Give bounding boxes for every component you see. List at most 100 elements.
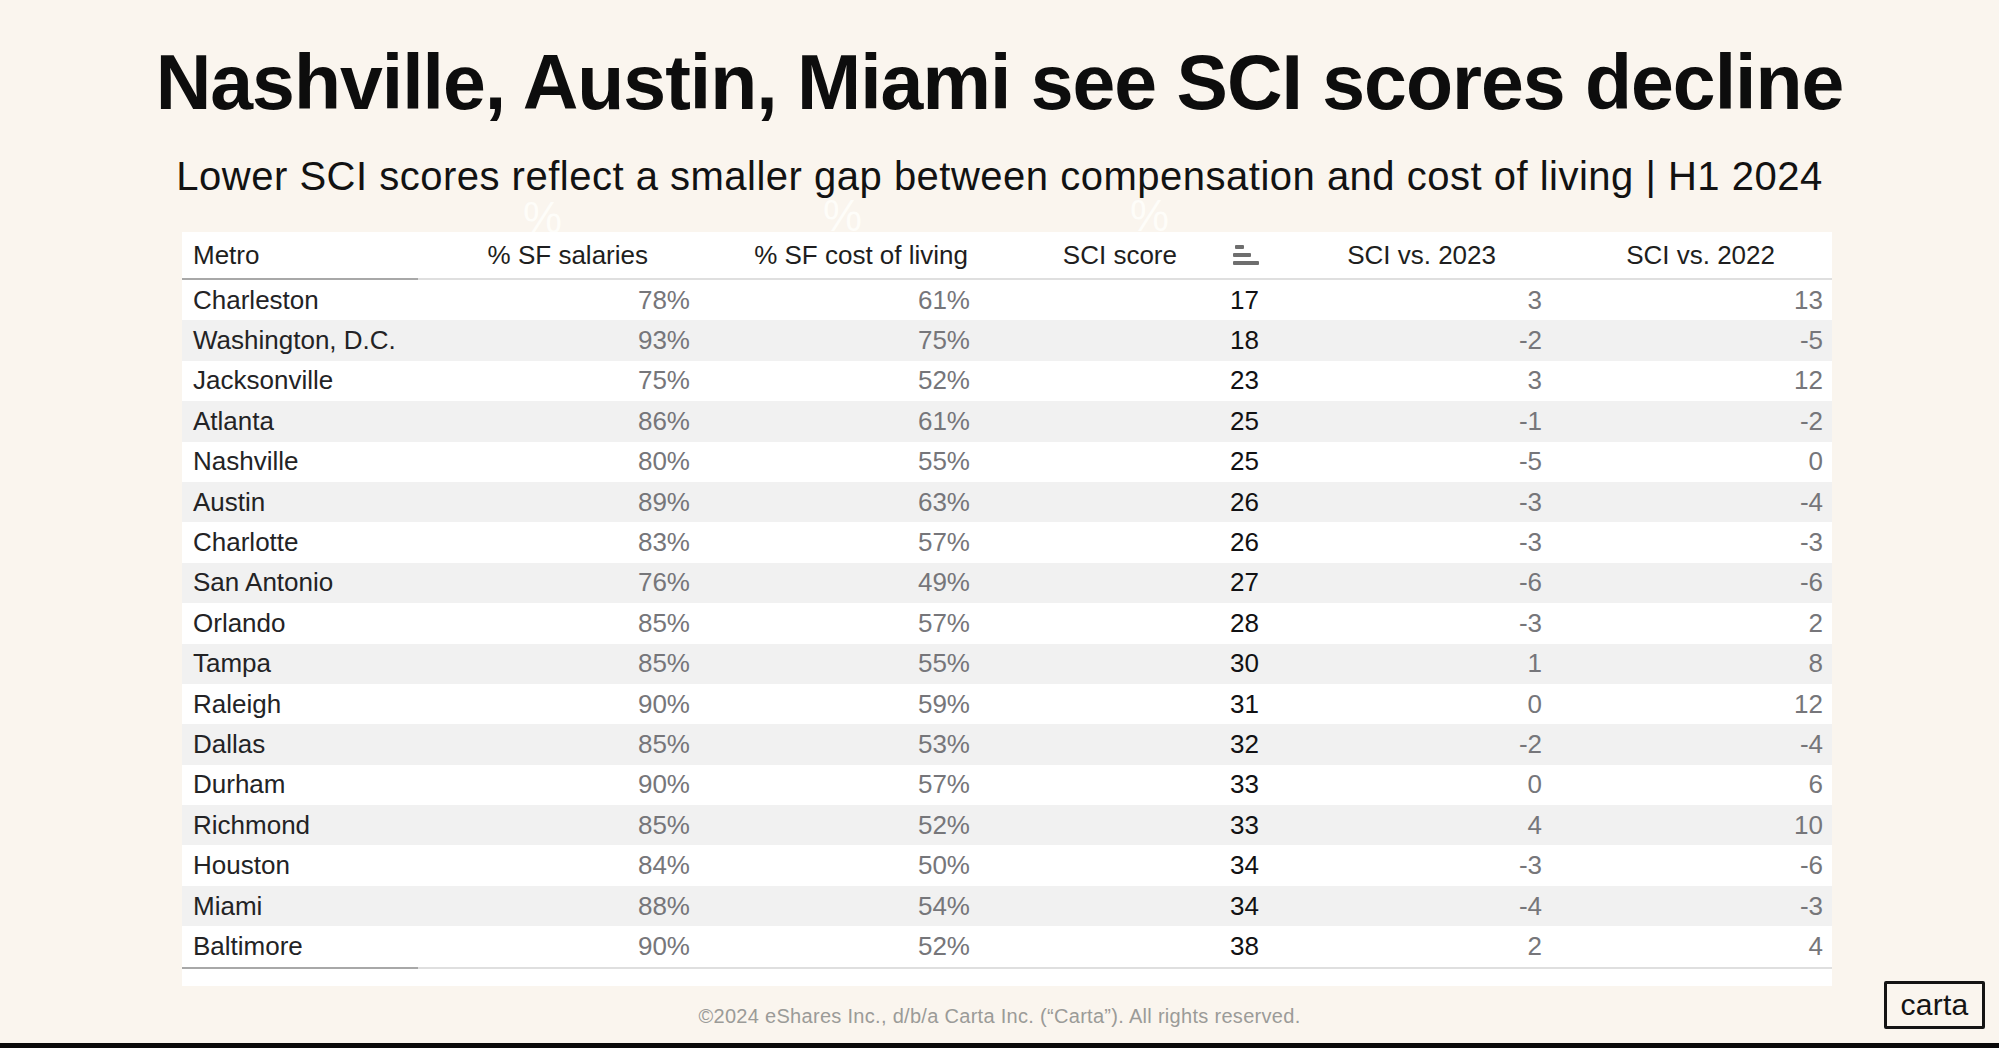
cell-sci-score: 18 <box>970 325 1259 356</box>
table-row: Atlanta86%61%25-1-2 <box>182 401 1832 441</box>
cell-sf-salaries: 90% <box>482 931 690 962</box>
cell-sf-salaries: 75% <box>482 365 690 396</box>
cell-sf-salaries: 85% <box>482 608 690 639</box>
cell-sci-vs-2022: -3 <box>1542 891 1823 922</box>
table-row: Charleston78%61%17313 <box>182 280 1832 320</box>
cell-sci-score: 34 <box>970 891 1259 922</box>
cell-sci-score: 26 <box>970 527 1259 558</box>
table-row: Baltimore90%52%3824 <box>182 926 1832 966</box>
cell-sci-vs-2023: -3 <box>1259 608 1542 639</box>
sci-table: Metro % SF salaries % SF cost of living … <box>182 232 1832 986</box>
cell-sf-cost-of-living: 63% <box>690 487 970 518</box>
cell-sci-vs-2022: 12 <box>1542 365 1823 396</box>
cell-metro: Nashville <box>182 446 482 477</box>
cell-sci-vs-2022: -3 <box>1542 527 1823 558</box>
cell-sf-cost-of-living: 49% <box>690 567 970 598</box>
cell-sci-vs-2023: 3 <box>1259 365 1542 396</box>
cell-sf-salaries: 83% <box>482 527 690 558</box>
footer-divider <box>182 967 1832 969</box>
cell-sci-vs-2023: -5 <box>1259 446 1542 477</box>
cell-sci-vs-2023: 2 <box>1259 931 1542 962</box>
cell-sf-cost-of-living: 55% <box>690 648 970 679</box>
cell-metro: Dallas <box>182 729 482 760</box>
cell-sci-vs-2022: 6 <box>1542 769 1823 800</box>
column-header-sf-cost-of-living[interactable]: % SF cost of living <box>690 240 970 271</box>
column-header-sci-score[interactable]: SCI score <box>970 240 1259 271</box>
page-subtitle: Lower SCI scores reflect a smaller gap b… <box>0 156 1999 196</box>
cell-sci-score: 25 <box>970 446 1259 477</box>
cell-sf-cost-of-living: 75% <box>690 325 970 356</box>
cell-sf-cost-of-living: 61% <box>690 406 970 437</box>
cell-sf-cost-of-living: 50% <box>690 850 970 881</box>
cell-metro: Washington, D.C. <box>182 325 482 356</box>
slide: Nashville, Austin, Miami see SCI scores … <box>0 0 1999 1048</box>
cell-sci-vs-2022: 10 <box>1542 810 1823 841</box>
cell-sf-cost-of-living: 61% <box>690 285 970 316</box>
carta-logo: carta <box>1884 981 1985 1029</box>
table-row: Durham90%57%3306 <box>182 765 1832 805</box>
cell-sf-salaries: 88% <box>482 891 690 922</box>
column-header-metro[interactable]: Metro <box>182 240 482 271</box>
table-row: San Antonio76%49%27-6-6 <box>182 563 1832 603</box>
frozen-column-indicator <box>182 278 418 280</box>
cell-sci-score: 25 <box>970 406 1259 437</box>
column-header-sci-vs-2023[interactable]: SCI vs. 2023 <box>1259 240 1542 271</box>
cell-sci-vs-2022: 8 <box>1542 648 1823 679</box>
table-header: Metro % SF salaries % SF cost of living … <box>182 232 1832 278</box>
cell-metro: Charlotte <box>182 527 482 558</box>
cell-sf-salaries: 85% <box>482 810 690 841</box>
cell-sci-vs-2022: -6 <box>1542 567 1823 598</box>
cell-metro: Atlanta <box>182 406 482 437</box>
cell-sci-score: 33 <box>970 810 1259 841</box>
bottom-accent-bar <box>0 1043 1999 1048</box>
page-title: Nashville, Austin, Miami see SCI scores … <box>0 44 1999 121</box>
cell-metro: Austin <box>182 487 482 518</box>
cell-sci-vs-2022: 0 <box>1542 446 1823 477</box>
sort-ascending-icon[interactable] <box>1233 245 1259 265</box>
cell-sci-vs-2022: -4 <box>1542 487 1823 518</box>
cell-sci-vs-2023: 0 <box>1259 689 1542 720</box>
cell-sci-vs-2023: -2 <box>1259 729 1542 760</box>
cell-metro: Tampa <box>182 648 482 679</box>
cell-sf-salaries: 85% <box>482 648 690 679</box>
frozen-column-indicator <box>182 967 418 969</box>
cell-sci-score: 32 <box>970 729 1259 760</box>
cell-sf-cost-of-living: 55% <box>690 446 970 477</box>
cell-sci-vs-2023: -3 <box>1259 850 1542 881</box>
table-row: Jacksonville75%52%23312 <box>182 361 1832 401</box>
cell-sci-vs-2022: -2 <box>1542 406 1823 437</box>
table-row: Nashville80%55%25-50 <box>182 442 1832 482</box>
cell-metro: Miami <box>182 891 482 922</box>
table-row: Tampa85%55%3018 <box>182 644 1832 684</box>
cell-sci-vs-2023: -3 <box>1259 527 1542 558</box>
cell-sf-salaries: 93% <box>482 325 690 356</box>
cell-sci-vs-2023: -6 <box>1259 567 1542 598</box>
cell-sci-score: 31 <box>970 689 1259 720</box>
table-body: Charleston78%61%17313 Washington, D.C.93%… <box>182 280 1832 967</box>
table-row: Houston84%50%34-3-6 <box>182 845 1832 885</box>
column-header-sf-salaries[interactable]: % SF salaries <box>482 240 690 271</box>
cell-sf-cost-of-living: 57% <box>690 769 970 800</box>
cell-sf-salaries: 85% <box>482 729 690 760</box>
table-row: Dallas85%53%32-2-4 <box>182 724 1832 764</box>
header-divider <box>182 278 1832 280</box>
cell-sci-vs-2022: -4 <box>1542 729 1823 760</box>
cell-sci-vs-2023: -3 <box>1259 487 1542 518</box>
table-row: Richmond85%52%33410 <box>182 805 1832 845</box>
table-row: Miami88%54%34-4-3 <box>182 886 1832 926</box>
cell-sf-salaries: 80% <box>482 446 690 477</box>
cell-metro: Baltimore <box>182 931 482 962</box>
cell-sf-salaries: 89% <box>482 487 690 518</box>
cell-sci-vs-2023: -2 <box>1259 325 1542 356</box>
cell-sci-vs-2023: 0 <box>1259 769 1542 800</box>
column-header-sci-vs-2022[interactable]: SCI vs. 2022 <box>1542 240 1823 271</box>
cell-metro: Jacksonville <box>182 365 482 396</box>
cell-sf-cost-of-living: 52% <box>690 931 970 962</box>
cell-sf-cost-of-living: 59% <box>690 689 970 720</box>
cell-sci-vs-2022: 13 <box>1542 285 1823 316</box>
cell-sci-vs-2022: 12 <box>1542 689 1823 720</box>
cell-metro: Orlando <box>182 608 482 639</box>
table-row: Austin89%63%26-3-4 <box>182 482 1832 522</box>
cell-metro: Houston <box>182 850 482 881</box>
cell-sci-vs-2022: -6 <box>1542 850 1823 881</box>
